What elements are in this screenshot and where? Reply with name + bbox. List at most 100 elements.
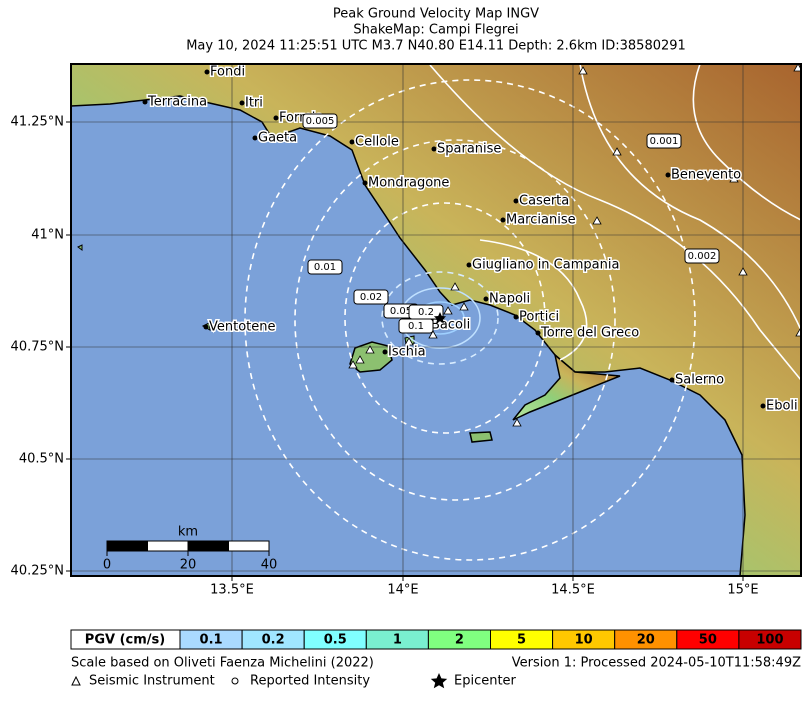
seismic-station	[578, 66, 588, 75]
legend-level: 0.5	[324, 633, 347, 648]
contour-line	[381, 271, 499, 365]
seismic-station	[729, 174, 739, 183]
contour-line	[244, 79, 696, 561]
legend-level: 100	[756, 633, 783, 648]
seismic-station	[450, 282, 460, 291]
scale-unit: km	[178, 525, 198, 540]
city-dot	[760, 403, 766, 409]
lon-label: 14°E	[387, 583, 418, 598]
intensity-legend: Reported Intensity	[250, 674, 370, 689]
sorrento-peninsula	[512, 352, 621, 421]
version-note: Version 1: Processed 2024-05-10T11:58:49…	[512, 656, 801, 671]
contour-line	[294, 139, 616, 501]
lat-label: 40.25°N	[11, 564, 64, 579]
contour-label-box	[302, 113, 338, 129]
map-frame	[70, 63, 802, 577]
city-dot	[535, 330, 541, 336]
legend-header: PGV (cm/s)	[85, 633, 165, 648]
lat-label: 40.5°N	[19, 452, 64, 467]
city-dot	[252, 135, 258, 141]
scale-tick-label: 0	[103, 558, 111, 573]
contour-label: 0.2	[418, 307, 434, 318]
seismic-station	[738, 267, 748, 276]
epicenter-legend: Epicenter	[454, 674, 517, 689]
contour-labels: 0.005 0.001 0.002 0.01 0.02 0.05 0.2 0.1	[302, 113, 720, 334]
epicenter-star	[433, 312, 447, 324]
city-label: Mondragone	[368, 176, 449, 191]
city-label: Napoli	[489, 292, 530, 307]
city-dot	[513, 198, 519, 204]
city-label: Fondi	[210, 65, 245, 80]
scale-segment	[106, 540, 148, 552]
city-dot	[203, 324, 209, 330]
contour-label: 0.002	[688, 251, 717, 262]
contour-label: 0.05	[390, 306, 412, 317]
city-dot	[204, 69, 210, 75]
city-label: Cellole	[355, 135, 399, 150]
city-label: Terracina	[147, 95, 207, 110]
lat-label: 40.75°N	[11, 340, 64, 355]
city-label: Itri	[245, 96, 263, 111]
city-dot	[665, 172, 671, 178]
city-dot	[142, 99, 148, 105]
title-line: Peak Ground Velocity Map INGV	[333, 7, 539, 22]
contours	[244, 64, 801, 561]
city-label: Giugliano in Campania	[472, 258, 619, 273]
lon-label: 14.5°E	[551, 583, 595, 598]
seismic-station	[459, 302, 469, 311]
contour-label: 0.001	[650, 136, 679, 147]
city-dot	[362, 180, 368, 186]
scale-segment	[228, 540, 270, 552]
seismic-station	[512, 418, 522, 427]
contour-line	[479, 239, 588, 361]
contour-label-box	[646, 133, 682, 149]
contour-label: 0.02	[360, 292, 382, 303]
ponza-island	[77, 244, 83, 251]
seismic-station	[443, 306, 453, 315]
legend-level: 10	[575, 633, 593, 648]
city-label: Sparanise	[437, 142, 501, 157]
city-label: Bacoli	[431, 318, 470, 333]
city-label: Portici	[519, 310, 559, 325]
seismic-station	[348, 360, 358, 369]
lat-label: 41.25°N	[11, 115, 64, 130]
scale-note: Scale based on Oliveti Faenza Michelini …	[71, 656, 374, 671]
lat-label: 41°N	[31, 228, 64, 243]
city-label: Gaeta	[258, 131, 297, 146]
graticule	[71, 64, 801, 576]
seismic-station	[592, 216, 602, 225]
legend-level: 0.2	[262, 633, 285, 648]
legend-cell	[738, 629, 802, 650]
contour-label-box	[398, 318, 434, 334]
legend-level: 50	[699, 633, 717, 648]
title-line: May 10, 2024 11:25:51 UTC M3.7 N40.80 E1…	[186, 39, 686, 54]
lon-label: 13.5°E	[210, 583, 254, 598]
city-dot	[466, 262, 472, 268]
instrument-legend: Seismic Instrument	[89, 674, 215, 689]
seismic-station	[612, 147, 622, 156]
city-dot	[239, 100, 245, 106]
city-label: Marcianise	[506, 213, 576, 228]
city-dot	[513, 314, 519, 320]
intensity-icon	[231, 677, 239, 685]
contour-line	[344, 202, 546, 434]
scale-segment	[147, 540, 189, 552]
city-dot	[431, 146, 437, 152]
seismic-station	[355, 355, 365, 364]
city-label: Salerno	[675, 373, 724, 388]
contour-label: 0.005	[306, 116, 335, 127]
city-dot	[500, 217, 506, 223]
lon-label: 15°E	[727, 583, 758, 598]
contour-label-box	[353, 289, 389, 305]
contour-label-box	[684, 248, 720, 264]
seismic-station	[404, 337, 414, 346]
title-line: ShakeMap: Campi Flegrei	[353, 23, 518, 38]
legend-level: 1	[393, 633, 402, 648]
seismic-station	[428, 330, 438, 339]
contour-line	[429, 64, 801, 381]
contour-label-box	[307, 259, 343, 275]
contour-line	[692, 64, 801, 221]
